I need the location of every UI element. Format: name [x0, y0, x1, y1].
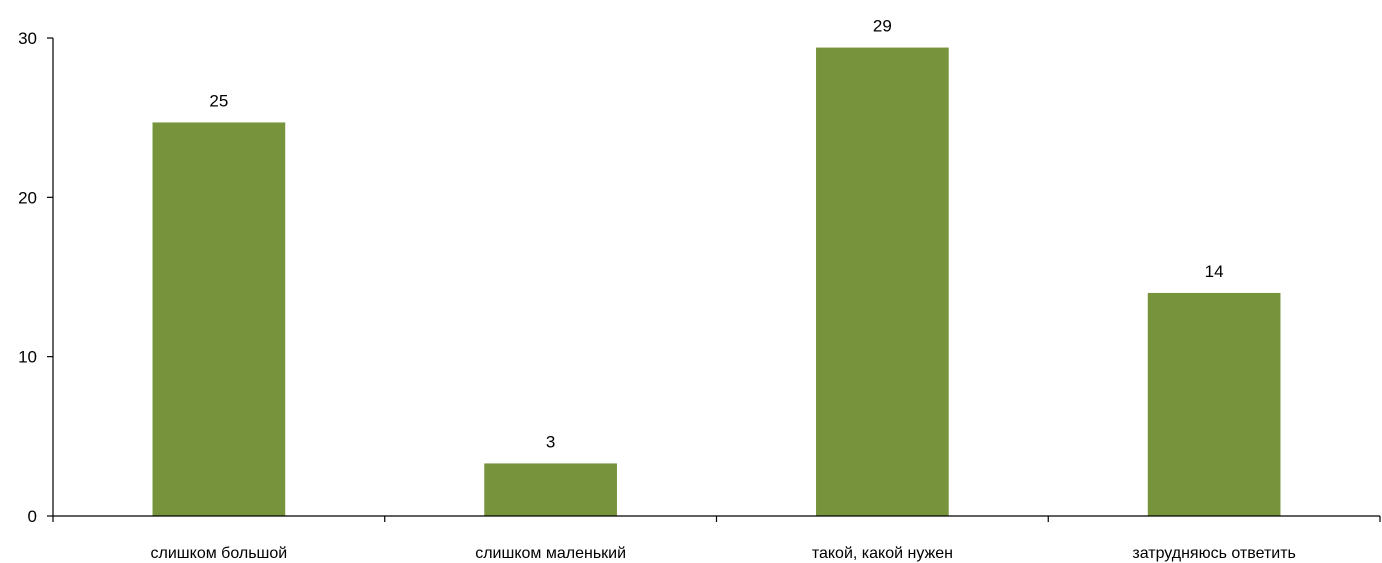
y-tick-label: 30: [18, 29, 37, 48]
y-tick-label: 10: [18, 348, 37, 367]
bar: [1147, 292, 1281, 516]
bar: [152, 122, 286, 517]
category-label: такой, какой нужен: [812, 545, 953, 562]
y-tick-label: 0: [28, 507, 37, 526]
x-ticks-group: [52, 516, 1381, 522]
bar-value-label: 25: [209, 91, 228, 110]
y-ticks-group: 0 10 20 30: [18, 29, 53, 526]
bars-group: [152, 47, 1281, 517]
bar-value-label: 3: [546, 432, 555, 451]
category-label: слишком маленький: [475, 545, 626, 562]
category-labels-group: слишком большой слишком маленький такой, к…: [151, 545, 1296, 562]
category-label: слишком большой: [151, 545, 288, 562]
bar-value-label: 14: [1205, 262, 1224, 281]
y-tick-label: 20: [18, 188, 37, 207]
bar: [816, 47, 949, 517]
bar: [484, 463, 617, 516]
data-labels-group: 25 3 29 14: [209, 17, 1223, 452]
bar-value-label: 29: [873, 17, 892, 36]
category-label: затрудняюсь ответить: [1132, 545, 1296, 562]
